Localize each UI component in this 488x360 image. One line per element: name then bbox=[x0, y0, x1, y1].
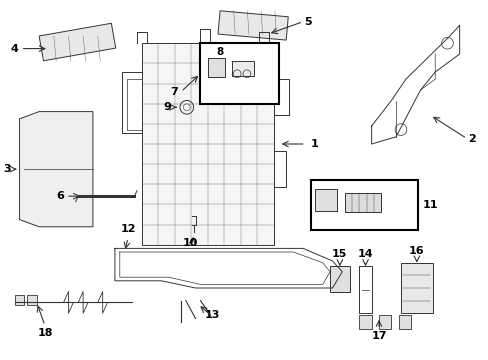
Bar bbox=[232, 61, 254, 76]
Text: 14: 14 bbox=[357, 249, 372, 259]
Text: 4: 4 bbox=[11, 44, 19, 54]
Text: 8: 8 bbox=[216, 47, 223, 57]
Bar bbox=[39, 23, 116, 61]
Text: 16: 16 bbox=[408, 246, 424, 256]
Bar bbox=[378, 315, 390, 329]
Text: 9: 9 bbox=[163, 102, 171, 112]
Text: 5: 5 bbox=[304, 17, 312, 27]
Text: 6: 6 bbox=[57, 191, 64, 201]
Bar bbox=[207, 58, 224, 77]
Bar bbox=[359, 315, 371, 329]
Bar bbox=[315, 189, 337, 211]
Text: 10: 10 bbox=[183, 238, 198, 248]
Text: 1: 1 bbox=[310, 139, 318, 149]
Text: 13: 13 bbox=[204, 310, 220, 320]
Text: 17: 17 bbox=[370, 331, 386, 341]
Bar bbox=[400, 263, 432, 313]
Bar bbox=[329, 266, 349, 292]
Text: 11: 11 bbox=[422, 200, 438, 210]
Text: 2: 2 bbox=[468, 134, 475, 144]
Text: 3: 3 bbox=[3, 164, 11, 174]
Bar bbox=[142, 43, 273, 245]
Text: 7: 7 bbox=[170, 87, 178, 97]
Bar bbox=[310, 180, 417, 230]
Text: 18: 18 bbox=[37, 328, 53, 338]
Bar bbox=[218, 11, 287, 40]
Bar bbox=[27, 295, 37, 305]
Polygon shape bbox=[20, 112, 93, 227]
Bar bbox=[200, 43, 278, 104]
Text: 15: 15 bbox=[331, 249, 347, 259]
Bar bbox=[15, 295, 24, 305]
Bar bbox=[398, 315, 410, 329]
Text: 12: 12 bbox=[120, 224, 136, 234]
Bar bbox=[344, 193, 381, 212]
